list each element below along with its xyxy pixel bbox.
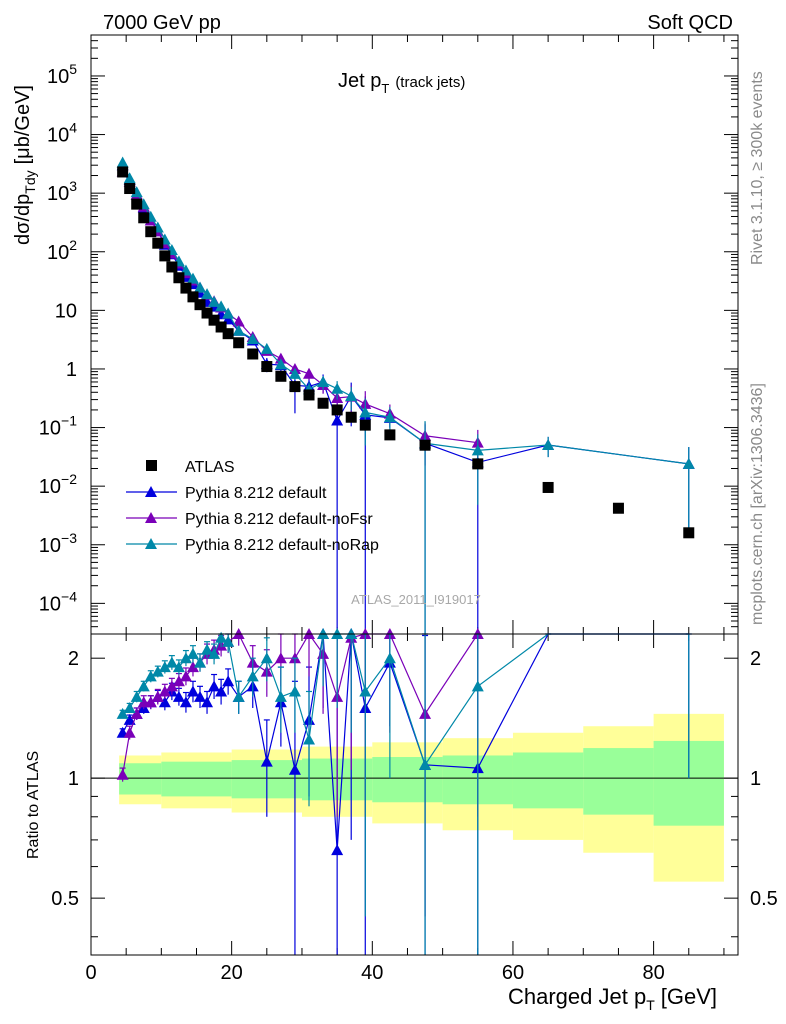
atlas-data-point xyxy=(145,226,157,238)
rivet-version-label: Rivet 3.1.10, ≥ 300k events xyxy=(749,71,766,265)
atlas-data-point xyxy=(345,411,357,423)
atlas-data-point xyxy=(303,389,315,401)
legend-default-label: Pythia 8.212 default xyxy=(185,485,327,502)
atlas-data-point xyxy=(124,183,136,195)
atlas-data-point xyxy=(359,419,371,431)
y-tick-label: 10 xyxy=(55,300,77,322)
y-tick-label: 104 xyxy=(47,120,77,147)
mcplots-label: mcplots.cern.ch [arXiv:1306.3436] xyxy=(749,383,766,625)
legend-nofsr-label: Pythia 8.212 default-noFsr xyxy=(185,511,373,528)
ratio-line-noRap xyxy=(122,633,689,767)
atlas-data-point xyxy=(138,212,150,224)
atlas-data-point xyxy=(194,299,206,311)
y-tick-label: 10−3 xyxy=(39,530,77,557)
x-tick-label: 40 xyxy=(361,962,383,984)
main-line-noRap xyxy=(122,162,689,465)
atlas-data-point xyxy=(472,458,484,470)
atlas-data-point xyxy=(222,328,234,340)
main-line-noFsr xyxy=(122,171,478,444)
atlas-data-point xyxy=(159,250,171,262)
analysis-watermark: ATLAS_2011_I919017 xyxy=(351,592,481,607)
atlas-data-point xyxy=(152,237,164,249)
ratio-tick-label: 0.5 xyxy=(51,888,79,910)
ratio-tick-label: 2 xyxy=(68,648,79,670)
atlas-data-point xyxy=(131,198,143,210)
ratio-axis-label: Ratio to ATLAS xyxy=(25,751,42,859)
y-axis-label: dσ/dpTdy[μb/GeV] xyxy=(12,85,38,245)
legend-norap-marker xyxy=(145,538,157,549)
atlas-data-point xyxy=(683,527,695,539)
x-axis-label: Charged Jet pT [GeV] xyxy=(508,984,717,1013)
atlas-data-point xyxy=(117,166,129,178)
ratio-tick-label-right: 2 xyxy=(750,648,761,670)
atlas-data-point xyxy=(261,361,273,373)
atlas-data-point xyxy=(215,321,227,333)
ratio-tick-label: 1 xyxy=(68,768,79,790)
y-tick-label: 1 xyxy=(66,359,77,381)
legend-norap-label: Pythia 8.212 default-noRap xyxy=(185,537,379,554)
legend-entry-default: Pythia 8.212 default xyxy=(126,485,327,502)
atlas-data-point xyxy=(317,397,329,409)
atlas-data-point xyxy=(208,314,220,326)
legend-default-marker xyxy=(145,486,157,497)
atlas-data-point xyxy=(331,404,343,416)
atlas-data-point xyxy=(612,502,624,514)
atlas-data-point xyxy=(233,337,245,349)
legend-entry-norap: Pythia 8.212 default-noRap xyxy=(126,537,379,554)
ratio-plot-frame xyxy=(90,633,739,956)
legend-atlas-marker xyxy=(146,460,157,471)
legend-nofsr-marker xyxy=(145,512,157,523)
axes-ticks: 0 20 40 60 80 10−4 10−3 10−2 10−1 1 10 102 103 104 105… xyxy=(39,34,778,984)
uncertainty-bands xyxy=(91,713,738,882)
header-left: 7000 GeV pp xyxy=(103,12,221,34)
atlas-data-point xyxy=(247,348,259,360)
x-tick-label: 20 xyxy=(221,962,243,984)
ratio-tick-label-right: 0.5 xyxy=(750,888,778,910)
plot-title: Jet pT (track jets) xyxy=(338,70,465,96)
series-layer xyxy=(116,156,695,955)
header-right: Soft QCD xyxy=(647,12,733,34)
y-tick-label: 103 xyxy=(47,178,77,205)
legend: ATLAS Pythia 8.212 default Pythia 8.212 … xyxy=(126,459,379,554)
atlas-data-point xyxy=(187,291,199,303)
atlas-data-point xyxy=(289,381,301,393)
y-tick-label: 105 xyxy=(47,61,77,88)
y-tick-label: 102 xyxy=(47,237,77,264)
x-tick-label: 0 xyxy=(85,962,96,984)
series-atlas xyxy=(117,166,695,539)
atlas-data-point xyxy=(384,429,396,441)
uncertainty-band-inner xyxy=(372,757,443,803)
uncertainty-band-inner xyxy=(512,752,584,809)
uncertainty-band-inner xyxy=(161,761,232,797)
y-tick-label: 10−1 xyxy=(39,413,77,440)
ratio-tick-label-right: 1 xyxy=(750,768,761,790)
y-tick-label: 10−4 xyxy=(39,588,77,615)
x-tick-label: 60 xyxy=(502,962,524,984)
uncertainty-band-inner xyxy=(583,748,654,815)
atlas-data-point xyxy=(275,370,287,382)
main-marker-noRap xyxy=(116,156,129,168)
atlas-data-point xyxy=(419,439,431,451)
x-tick-label: 80 xyxy=(642,962,664,984)
atlas-data-point xyxy=(166,261,178,273)
atlas-data-point xyxy=(542,481,554,493)
atlas-data-point xyxy=(173,272,185,284)
atlas-data-point xyxy=(201,307,213,319)
legend-atlas-label: ATLAS xyxy=(185,459,235,476)
atlas-data-point xyxy=(180,282,192,294)
y-tick-label: 10−2 xyxy=(39,471,77,498)
legend-entry-atlas: ATLAS xyxy=(146,459,235,476)
legend-entry-nofsr: Pythia 8.212 default-noFsr xyxy=(126,511,373,528)
